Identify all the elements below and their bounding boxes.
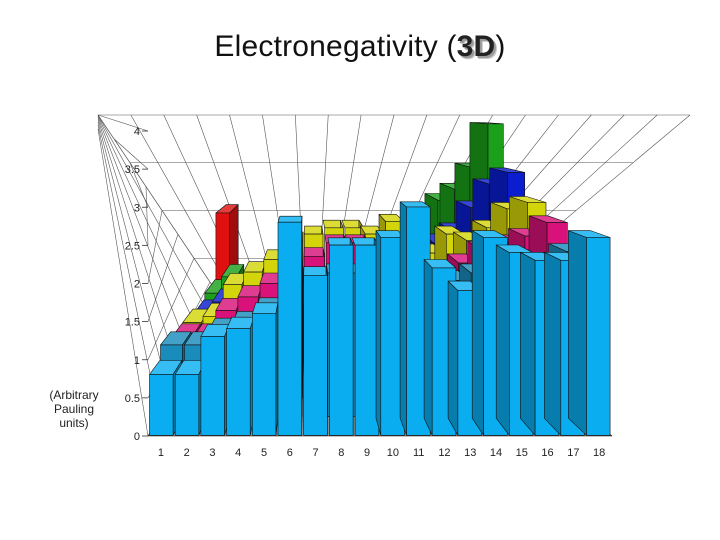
bar-front <box>329 244 354 436</box>
x-tick-label: 2 <box>184 447 190 459</box>
y-axis-label-line-3: units) <box>59 416 89 430</box>
y-tick-label: 3.5 <box>125 164 140 176</box>
x-tick-label: 7 <box>312 447 318 459</box>
bar-front <box>252 313 277 436</box>
grid-line <box>147 210 163 284</box>
x-ticks: 1 2 3 4 5 6 7 8 9 10 11 12 13 14 15 16 17 18 <box>158 447 605 459</box>
bar-front <box>586 237 611 436</box>
bar <box>351 237 380 436</box>
bar <box>327 237 354 436</box>
bar-side <box>423 259 433 436</box>
chart-bars <box>149 122 611 436</box>
x-tick-label: 4 <box>235 447 241 459</box>
bar-top <box>226 316 255 330</box>
x-tick-label: 18 <box>593 447 605 459</box>
bar-top <box>303 225 324 235</box>
x-tick-label: 15 <box>516 447 528 459</box>
y-tick-label: 2.5 <box>125 240 140 252</box>
grid-line <box>97 115 216 325</box>
chart-title: Electronegativity (3D) <box>0 30 720 64</box>
bar-top <box>303 247 325 257</box>
y-axis-label-line-2: Pauling <box>53 402 95 416</box>
bar <box>200 324 231 436</box>
x-tick-label: 11 <box>413 447 424 459</box>
bar <box>226 316 255 436</box>
y-axis-label-line-1: (Arbitrary <box>49 388 99 402</box>
x-tick-label: 10 <box>387 447 399 459</box>
x-tick-label: 8 <box>338 447 344 459</box>
grid-line <box>97 116 204 344</box>
y-tick-label: 1.5 <box>125 317 140 329</box>
grid-line <box>97 117 193 362</box>
title-badge-3d: 3D <box>456 30 496 63</box>
bar-top <box>303 266 328 276</box>
x-tick-label: 16 <box>541 447 553 459</box>
bar-front <box>174 374 200 436</box>
bar-front <box>303 275 328 436</box>
y-tick-label: 3 <box>134 202 140 214</box>
x-tick-label: 3 <box>209 447 215 459</box>
bar-front <box>226 328 251 436</box>
bar-top <box>252 302 279 314</box>
bar-side <box>471 230 484 436</box>
bar <box>303 266 328 436</box>
y-axis-label: (Arbitrary Pauling units) <box>44 388 104 430</box>
y-tick-label: 2 <box>134 279 140 291</box>
y-ticks: 0 0.5 1 1.5 2 2.5 3 3.5 4 <box>125 126 148 443</box>
bar-top <box>277 215 303 223</box>
bar-front <box>200 336 225 436</box>
y-tick-label: 4 <box>134 126 140 138</box>
bar-side <box>495 244 510 436</box>
bar <box>277 215 303 436</box>
bar <box>252 302 279 436</box>
grid-line <box>113 138 149 170</box>
bar-front <box>149 374 174 436</box>
x-tick-label: 13 <box>464 447 476 459</box>
title-close: ) <box>495 30 506 63</box>
bar-side <box>447 280 459 436</box>
grid-line <box>97 122 171 399</box>
grid-line <box>145 186 149 246</box>
grid-line <box>97 125 160 418</box>
bar-front <box>354 244 380 436</box>
bar-side <box>375 230 382 436</box>
bar <box>567 230 611 436</box>
bar-front <box>277 221 302 436</box>
bar-side <box>399 201 407 436</box>
grid-line <box>147 234 179 322</box>
bar-side <box>567 230 587 436</box>
x-tick-label: 9 <box>364 447 370 459</box>
y-tick-label: 1 <box>134 355 140 367</box>
grid-line <box>97 114 149 132</box>
x-tick-label: 12 <box>438 447 450 459</box>
x-tick-label: 17 <box>567 447 579 459</box>
x-tick-label: 1 <box>158 447 164 459</box>
y-tick-label: 0.5 <box>125 393 140 405</box>
x-tick-label: 6 <box>287 447 293 459</box>
grid-line <box>97 114 227 307</box>
y-tick-label: 0 <box>134 431 140 443</box>
grid-line <box>97 128 149 437</box>
x-tick-label: 5 <box>261 447 267 459</box>
bar-top <box>327 237 354 246</box>
bar-side <box>519 252 536 436</box>
x-tick-label: 14 <box>490 447 502 459</box>
bar-side <box>543 252 562 436</box>
title-text: Electronegativity ( <box>214 30 457 63</box>
